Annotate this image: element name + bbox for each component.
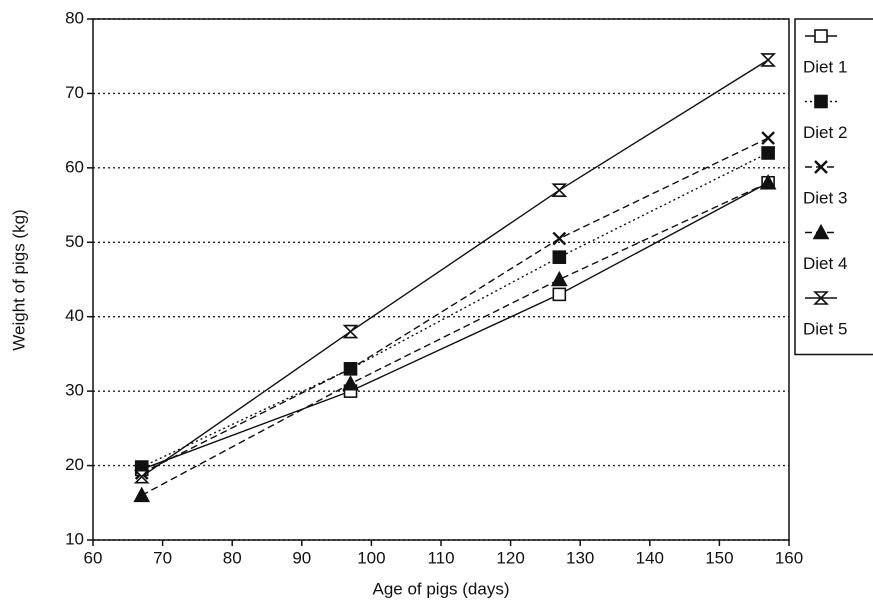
marker: [342, 375, 359, 391]
x-axis-label: Age of pigs (days): [372, 579, 509, 598]
marker: [550, 270, 568, 287]
y-tick-label: 50: [65, 232, 84, 251]
legend-label: Diet 4: [803, 254, 847, 273]
y-axis-label: Weight of pigs (kg): [9, 209, 28, 350]
series-line: [141, 59, 769, 478]
y-tick-label: 20: [65, 455, 84, 474]
legend-label: Diet 5: [803, 319, 847, 338]
marker: [761, 131, 775, 145]
legend-marker: [814, 94, 828, 109]
marker: [552, 231, 567, 246]
series-line: [141, 152, 769, 468]
x-tick-label: 150: [705, 548, 733, 567]
x-tick-label: 160: [775, 548, 803, 567]
marker: [342, 324, 359, 339]
y-tick-label: 40: [65, 306, 84, 325]
marker: [133, 486, 151, 503]
marker: [343, 361, 358, 376]
marker: [759, 174, 777, 190]
marker: [761, 146, 775, 160]
legend-label: Diet 2: [803, 123, 847, 142]
x-tick-label: 70: [153, 548, 172, 567]
plot-frame: [92, 18, 790, 541]
series-line: [141, 182, 769, 470]
x-tick-label: 80: [223, 548, 242, 567]
marker: [133, 469, 150, 484]
y-tick-label: 70: [65, 83, 84, 102]
y-tick-label: 10: [65, 529, 84, 548]
legend-marker: [814, 29, 828, 43]
y-tick-label: 60: [65, 157, 84, 176]
marker: [551, 183, 568, 197]
legend-label: Diet 1: [803, 57, 847, 76]
marker: [552, 250, 567, 264]
y-tick-label: 80: [65, 8, 84, 27]
x-tick-label: 120: [496, 548, 524, 567]
series-line: [141, 137, 769, 474]
x-tick-label: 130: [566, 548, 594, 567]
x-tick-label: 60: [84, 548, 103, 567]
x-tick-label: 100: [357, 548, 385, 567]
legend-label: Diet 3: [803, 188, 847, 207]
y-tick-label: 30: [65, 381, 84, 400]
marker: [552, 287, 567, 302]
marker: [760, 53, 777, 67]
x-tick-label: 90: [292, 548, 311, 567]
series-line: [141, 182, 769, 496]
legend-marker: [812, 223, 830, 240]
legend-marker: [814, 160, 828, 174]
x-tick-label: 110: [427, 548, 454, 567]
legend-marker: [813, 291, 829, 305]
x-tick-label: 140: [636, 548, 664, 567]
